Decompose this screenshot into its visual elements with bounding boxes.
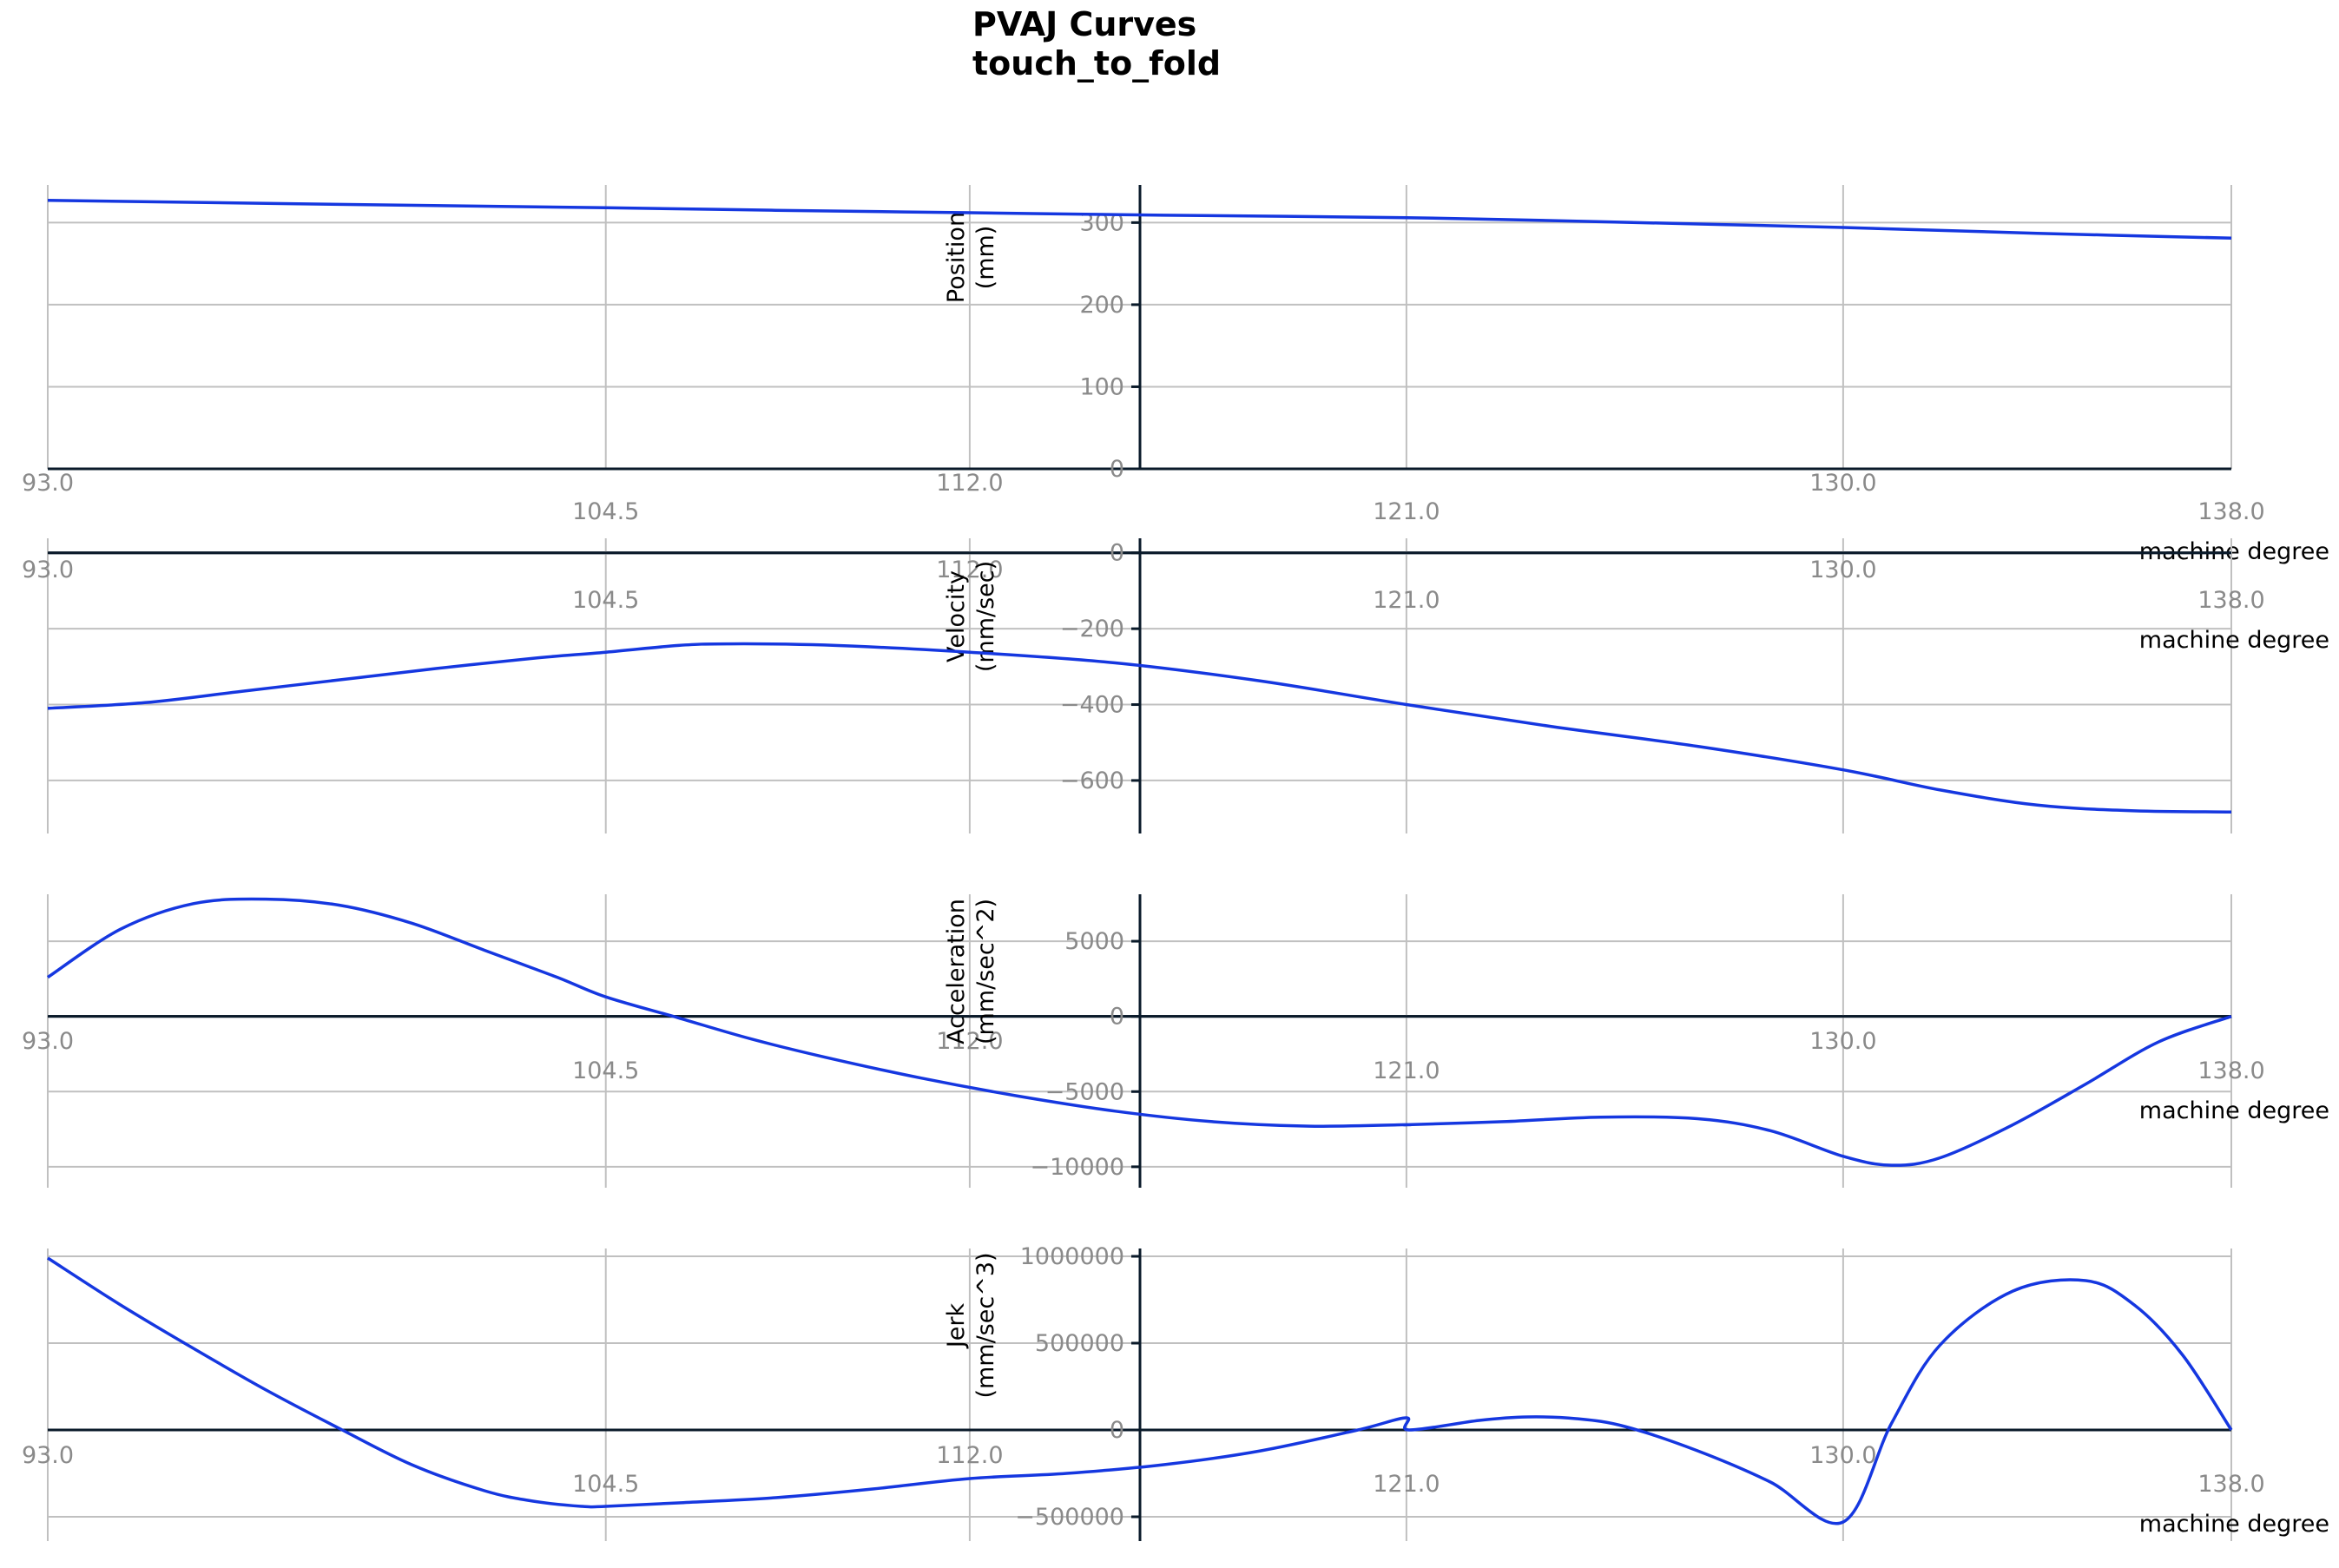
panel1-xtick-label-4: 130.0 [1809, 470, 1876, 497]
panel1-xtick-label-0: 93.0 [22, 470, 74, 497]
panel2-x-axis-label: machine degree [2139, 627, 2329, 654]
panel1-xtick-label-5: 138.0 [2197, 498, 2264, 525]
panel4-xtick-label-1: 104.5 [572, 1471, 639, 1498]
panel2-xtick-label-4: 130.0 [1809, 557, 1876, 583]
panel2-series-line-1 [47, 642, 2232, 814]
panel3-y-axis-label-2: (mm/sec^2) [972, 899, 999, 1044]
panel4-series-line-1 [47, 1256, 2233, 1525]
panel2-ytick-label-2: −400 [1060, 692, 1124, 719]
panel3-xtick-label-3: 121.0 [1373, 1057, 1440, 1084]
panel4-ytick-label-3: −500000 [1015, 1504, 1124, 1531]
panel1-y-axis-label-1: Position [943, 212, 970, 303]
panel1-xtick-label-1: 104.5 [572, 498, 639, 525]
panel4-ytick-label-1: 500000 [1035, 1330, 1124, 1357]
panel3-xtick-label-4: 130.0 [1809, 1028, 1876, 1055]
chart-title-line-2: touch_to_fold [972, 44, 1222, 82]
panel4-xtick-label-5: 138.0 [2197, 1471, 2264, 1498]
panel4-x-axis-label: machine degree [2139, 1511, 2329, 1538]
panel2-y-axis-label-1: Velocity [943, 570, 970, 662]
panel2-xtick-label-2: 112.0 [936, 557, 1003, 583]
panel2-ytick-label-1: −200 [1060, 616, 1124, 642]
panel4-ytick-label-2: 0 [1110, 1417, 1124, 1444]
panel1-series-line-1 [47, 199, 2232, 240]
panel3-ytick-label-1: 0 [1110, 1004, 1124, 1031]
panel2-xtick-label-3: 121.0 [1373, 587, 1440, 614]
panel4-xtick-label-3: 121.0 [1373, 1471, 1440, 1498]
panel1-xtick-label-2: 112.0 [936, 470, 1003, 497]
panel4-y-axis-label-1: Jerk [943, 1302, 970, 1349]
panel3-xtick-label-0: 93.0 [22, 1028, 74, 1055]
panel3-x-axis-label: machine degree [2139, 1097, 2329, 1124]
panel3-ytick-label-3: −10000 [1030, 1154, 1124, 1181]
panel1-ytick-label-2: 200 [1079, 292, 1124, 319]
panel3-ytick-label-0: 5000 [1064, 928, 1124, 955]
panel1-ytick-label-0: 0 [1110, 456, 1124, 483]
panel3-series-line-1 [47, 897, 2232, 1167]
panel3-y-axis-label-1: Acceleration [943, 899, 970, 1044]
chart-title-line-1: PVAJ Curves [972, 5, 1197, 43]
chart-title: PVAJ Curves touch_to_fold [972, 5, 1221, 83]
panel4-xtick-label-4: 130.0 [1809, 1442, 1876, 1469]
panel4-ytick-label-0: 1000000 [1020, 1243, 1124, 1270]
panel2-xtick-label-5: 138.0 [2197, 587, 2264, 614]
panel2-xtick-label-1: 104.5 [572, 587, 639, 614]
panel1-xtick-label-3: 121.0 [1373, 498, 1440, 525]
panel4-xtick-label-2: 112.0 [936, 1442, 1003, 1469]
panel2-xtick-label-0: 93.0 [22, 557, 74, 583]
panel3-ytick-label-2: −5000 [1045, 1078, 1124, 1105]
panel3-xtick-label-2: 112.0 [936, 1028, 1003, 1055]
panel4-y-axis-label-2: (mm/sec^3) [972, 1252, 999, 1398]
panel2-ytick-label-0: 0 [1110, 540, 1124, 567]
panel3-xtick-label-5: 138.0 [2197, 1057, 2264, 1084]
panel4-xtick-label-0: 93.0 [22, 1442, 74, 1469]
panel1-y-axis-label-2: (mm) [972, 226, 999, 290]
panel1-ytick-label-1: 100 [1079, 373, 1124, 400]
panel3-xtick-label-1: 104.5 [572, 1057, 639, 1084]
panel2-y-axis-label-2: (mm/sec) [972, 561, 999, 672]
panel2-ytick-label-3: −600 [1060, 768, 1124, 794]
